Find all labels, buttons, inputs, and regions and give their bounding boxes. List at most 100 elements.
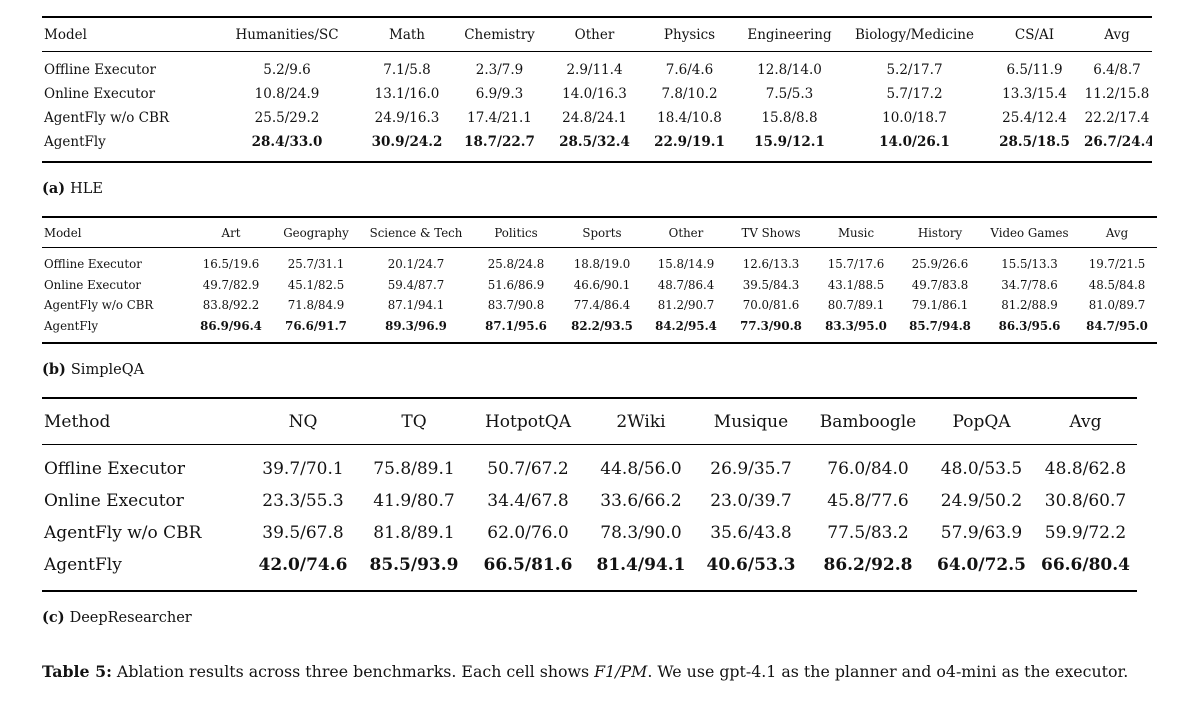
data-cell: 6.9/9.3 [475, 86, 524, 102]
table-row: AgentFly 28.4/33.0 30.9/24.2 18.7/22.7 28.5/… [42, 131, 1152, 163]
column-header: Musique [695, 398, 807, 445]
caption-body-2: . We use gpt-4.1 as the planner and o4-m… [647, 662, 1129, 681]
data-cell: 41.9/80.7 [373, 491, 455, 511]
data-cell: 46.6/90.1 [573, 277, 631, 292]
data-cell: 15.9/12.1 [754, 134, 825, 150]
data-cell: 48.8/62.8 [1044, 459, 1127, 479]
data-cell: 5.2/9.6 [263, 62, 311, 78]
data-cell: 18.8/19.0 [573, 257, 631, 271]
data-cell: 83.3/95.0 [825, 318, 887, 333]
column-header: 2Wiki [587, 398, 695, 445]
data-cell: 51.6/86.9 [487, 277, 545, 292]
data-cell: 48.5/84.8 [1088, 277, 1146, 292]
column-header: Humanities/SC [212, 17, 362, 52]
data-cell: 25.7/31.1 [287, 257, 345, 271]
data-cell: 87.1/95.6 [485, 318, 547, 333]
data-cell: 81.2/90.7 [657, 298, 715, 312]
data-cell: 77.3/90.8 [740, 318, 802, 333]
data-cell: 7.8/10.2 [661, 86, 718, 102]
data-cell: 81.0/89.7 [1088, 298, 1146, 312]
data-cell: 34.7/78.6 [1001, 277, 1058, 292]
hle-header-row: Model Humanities/SC Math Chemistry Other Phys… [42, 17, 1152, 52]
column-header: Other [547, 17, 642, 52]
column-header: Avg [1082, 17, 1152, 52]
data-cell: 16.5/19.6 [202, 257, 260, 271]
table-row: AgentFly 42.0/74.6 85.5/93.9 66.5/81.6 81.4/… [42, 550, 1137, 592]
data-cell: 45.1/82.5 [287, 277, 345, 292]
data-cell: 30.8/60.7 [1044, 491, 1127, 511]
column-header: Art [190, 217, 272, 248]
data-cell: 14.0/26.1 [879, 134, 950, 150]
data-cell: 20.1/24.7 [387, 257, 445, 271]
data-cell: 28.4/33.0 [251, 134, 323, 150]
row-label: Online Executor [44, 277, 142, 292]
row-label: AgentFly w/o CBR [44, 523, 202, 543]
column-header: Video Games [982, 217, 1077, 248]
column-header: Model [42, 17, 212, 52]
data-cell: 15.8/14.9 [657, 257, 715, 271]
data-cell: 48.0/53.5 [940, 459, 1023, 479]
data-cell: 83.8/92.2 [202, 298, 260, 312]
data-cell: 30.9/24.2 [371, 134, 443, 150]
data-cell: 35.6/43.8 [710, 523, 792, 543]
caption-italic-term: F1/PM [594, 662, 648, 681]
data-cell: 14.0/16.3 [562, 86, 627, 102]
data-cell: 44.8/56.0 [600, 459, 682, 479]
column-header: Sports [560, 217, 644, 248]
table-row: Online Executor 49.7/82.9 45.1/82.5 59.4/87… [42, 275, 1157, 296]
table-row: Offline Executor 16.5/19.6 25.7/31.1 20.1/2… [42, 248, 1157, 275]
subtable-label-c: (c) DeepResearcher [42, 609, 1154, 626]
data-cell: 40.6/53.3 [706, 555, 796, 575]
table-row: Online Executor 10.8/24.9 13.1/16.0 6.9/9.3… [42, 83, 1152, 107]
deepresearcher-table: Method NQ TQ HotpotQA 2Wiki Musique Bamboogle P… [42, 397, 1137, 592]
data-cell: 71.8/84.9 [287, 298, 345, 312]
data-cell: 85.5/93.9 [369, 555, 459, 575]
data-cell: 83.7/90.8 [487, 298, 545, 312]
data-cell: 10.0/18.7 [882, 110, 947, 126]
data-cell: 10.8/24.9 [254, 86, 320, 102]
data-cell: 5.7/17.2 [886, 86, 943, 102]
data-cell: 89.3/96.9 [385, 318, 447, 333]
column-header: CS/AI [987, 17, 1082, 52]
column-header: Avg [1077, 217, 1157, 248]
column-header: TQ [359, 398, 469, 445]
data-cell: 2.3/7.9 [475, 62, 524, 78]
data-cell: 66.5/81.6 [483, 555, 573, 575]
column-header: Politics [472, 217, 560, 248]
data-cell: 24.9/50.2 [940, 491, 1023, 511]
data-cell: 39.5/84.3 [742, 277, 800, 292]
subtable-label-a-prefix: (a) [42, 180, 66, 197]
data-cell: 33.6/66.2 [600, 491, 682, 511]
column-header: History [898, 217, 982, 248]
column-header: Method [42, 398, 247, 445]
data-cell: 86.3/95.6 [998, 318, 1061, 333]
caption-body-1: Ablation results across three benchmarks… [111, 662, 595, 681]
simpleqa-header-row: Model Art Geography Science & Tech Politics S… [42, 217, 1157, 248]
data-cell: 23.0/39.7 [710, 491, 792, 511]
data-cell: 42.0/74.6 [258, 555, 348, 575]
data-cell: 50.7/67.2 [487, 459, 569, 479]
table-row: Online Executor 23.3/55.3 41.9/80.7 34.4/67… [42, 486, 1137, 518]
data-cell: 87.1/94.1 [387, 298, 445, 312]
data-cell: 85.7/94.8 [909, 318, 971, 333]
data-cell: 18.4/10.8 [657, 110, 722, 126]
data-cell: 24.8/24.1 [562, 110, 627, 126]
data-cell: 13.3/15.4 [1002, 86, 1067, 102]
subtable-label-c-text: DeepResearcher [69, 610, 192, 626]
row-label: Offline Executor [44, 62, 156, 78]
data-cell: 19.7/21.5 [1088, 257, 1146, 271]
column-header: Chemistry [452, 17, 547, 52]
data-cell: 26.9/35.7 [710, 459, 792, 479]
data-cell: 18.7/22.7 [464, 134, 535, 150]
data-cell: 24.9/16.3 [374, 110, 440, 126]
row-label: AgentFly w/o CBR [44, 110, 170, 126]
data-cell: 45.8/77.6 [827, 491, 909, 511]
data-cell: 26.7/24.4 [1084, 134, 1152, 150]
caption-prefix: Table 5: [42, 662, 112, 681]
data-cell: 77.4/86.4 [573, 298, 631, 312]
data-cell: 84.7/95.0 [1086, 318, 1148, 333]
data-cell: 86.2/92.8 [823, 555, 913, 575]
data-cell: 7.1/5.8 [383, 62, 431, 78]
column-header: TV Shows [728, 217, 814, 248]
data-cell: 78.3/90.0 [600, 523, 682, 543]
